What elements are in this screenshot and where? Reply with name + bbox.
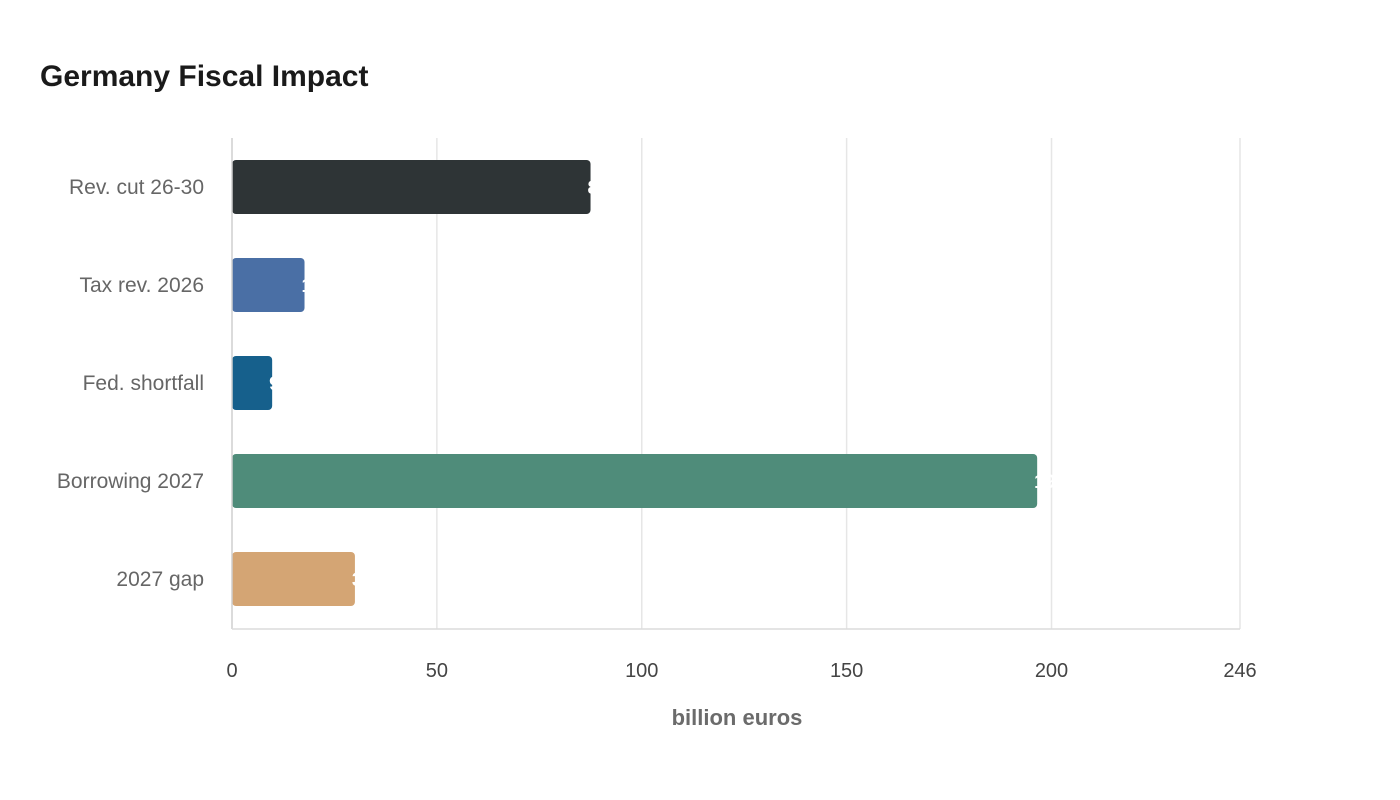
grid-lines bbox=[436, 138, 1241, 629]
x-tick-label: 246 bbox=[1223, 660, 1256, 682]
x-axis-title: billion euros bbox=[672, 705, 803, 730]
x-tick-label: 50 bbox=[426, 660, 448, 682]
data-labels: 87.5 17.7 9.8 196.5 30 bbox=[269, 178, 1082, 591]
x-tick-label: 200 bbox=[1035, 660, 1068, 682]
data-label: 17.7 bbox=[302, 276, 339, 297]
bar-2 bbox=[232, 356, 273, 410]
category-label: Borrowing 2027 bbox=[57, 470, 204, 493]
data-label: 87.5 bbox=[588, 178, 625, 199]
bar-0 bbox=[232, 160, 591, 214]
x-tick-label: 100 bbox=[625, 660, 658, 682]
x-tick-label: 150 bbox=[830, 660, 863, 682]
category-label: 2027 gap bbox=[116, 568, 204, 591]
chart-title: Germany Fiscal Impact bbox=[40, 60, 369, 93]
category-labels: Rev. cut 26-30 Tax rev. 2026 Fed. shortfal… bbox=[57, 176, 204, 591]
data-label: 9.8 bbox=[269, 374, 295, 395]
category-label: Rev. cut 26-30 bbox=[69, 176, 204, 199]
data-label: 196.5 bbox=[1034, 472, 1082, 493]
category-label: Fed. shortfall bbox=[83, 372, 204, 395]
bar-1 bbox=[232, 258, 305, 312]
tick-labels: 0 50 100 150 200 246 bbox=[226, 660, 1256, 682]
category-label: Tax rev. 2026 bbox=[79, 274, 204, 297]
axes bbox=[231, 138, 1240, 630]
x-tick-label: 0 bbox=[226, 660, 237, 682]
bar-4 bbox=[232, 552, 355, 606]
bars bbox=[232, 160, 1038, 606]
bar-3 bbox=[232, 454, 1038, 508]
data-label: 30 bbox=[352, 570, 373, 591]
